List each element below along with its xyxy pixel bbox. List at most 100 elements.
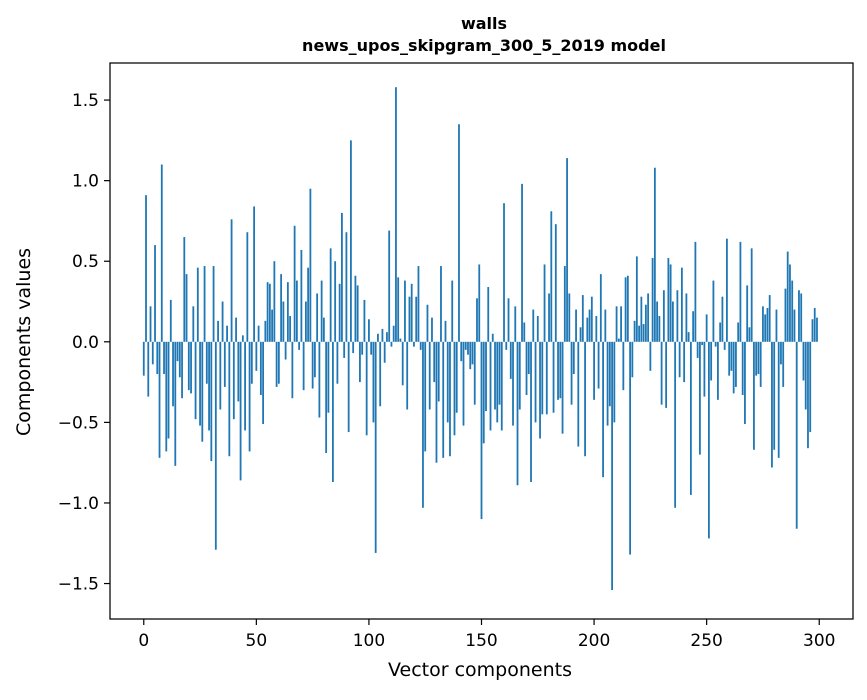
bar bbox=[735, 341, 737, 387]
bar bbox=[658, 316, 661, 342]
bar bbox=[642, 324, 645, 342]
bar bbox=[771, 341, 773, 468]
bar bbox=[257, 325, 260, 342]
bar bbox=[793, 309, 796, 342]
bar bbox=[620, 306, 622, 342]
bar bbox=[694, 241, 697, 342]
bar bbox=[534, 341, 537, 423]
bar bbox=[359, 341, 361, 383]
bar bbox=[241, 335, 244, 342]
bar bbox=[491, 333, 494, 342]
bar bbox=[352, 341, 355, 354]
bar bbox=[575, 309, 577, 342]
bar bbox=[178, 341, 181, 378]
bar bbox=[782, 341, 785, 387]
bar bbox=[471, 341, 474, 365]
bar bbox=[595, 316, 598, 342]
bar bbox=[142, 341, 145, 376]
bar bbox=[487, 287, 490, 342]
bar bbox=[795, 341, 798, 529]
bar bbox=[768, 295, 771, 342]
bar bbox=[203, 266, 206, 342]
bar bbox=[744, 341, 746, 424]
bar bbox=[214, 341, 217, 550]
bar bbox=[557, 341, 559, 400]
bar bbox=[561, 341, 564, 434]
bar bbox=[413, 341, 415, 347]
bar bbox=[689, 341, 692, 495]
bar bbox=[624, 277, 627, 342]
bar bbox=[440, 266, 442, 342]
bar bbox=[757, 341, 760, 375]
bar bbox=[478, 264, 481, 342]
bar bbox=[235, 317, 237, 342]
bar bbox=[530, 341, 532, 483]
bar bbox=[568, 293, 571, 342]
bar bbox=[732, 341, 735, 394]
bar bbox=[708, 341, 710, 539]
bar bbox=[167, 341, 170, 439]
bar bbox=[444, 320, 447, 342]
bar bbox=[622, 341, 625, 391]
x-tick-label: 200 bbox=[578, 631, 610, 651]
bar bbox=[550, 211, 553, 342]
bar bbox=[268, 283, 271, 342]
bar bbox=[523, 322, 526, 342]
bar bbox=[419, 341, 422, 350]
bar bbox=[699, 341, 701, 455]
bar bbox=[773, 341, 776, 450]
bar bbox=[662, 290, 665, 342]
bar bbox=[687, 332, 690, 342]
bar bbox=[514, 306, 517, 342]
bar bbox=[611, 341, 613, 590]
bar bbox=[347, 341, 350, 433]
bar bbox=[453, 341, 456, 436]
bar bbox=[208, 341, 210, 431]
bar bbox=[804, 341, 807, 410]
bar bbox=[685, 293, 688, 342]
bar bbox=[676, 290, 679, 342]
bar bbox=[629, 341, 631, 555]
bar bbox=[187, 341, 190, 391]
bar bbox=[386, 332, 388, 342]
bar bbox=[284, 341, 287, 360]
bar bbox=[798, 290, 800, 342]
bar bbox=[480, 341, 483, 520]
y-tick-label: −1.5 bbox=[58, 575, 99, 595]
bar bbox=[223, 341, 226, 387]
bar bbox=[165, 341, 168, 452]
bar bbox=[566, 158, 568, 342]
bar bbox=[217, 320, 219, 342]
bar bbox=[494, 341, 496, 410]
bar bbox=[543, 264, 546, 342]
bar bbox=[334, 261, 337, 342]
bar bbox=[181, 341, 183, 399]
bar bbox=[262, 341, 264, 424]
bar bbox=[703, 341, 706, 397]
bar bbox=[286, 282, 289, 342]
bar bbox=[246, 232, 249, 342]
bar bbox=[250, 341, 253, 384]
x-tick-label: 100 bbox=[353, 631, 385, 651]
bar bbox=[356, 285, 359, 342]
bar bbox=[277, 341, 280, 384]
bar bbox=[320, 280, 323, 342]
bar bbox=[816, 317, 818, 342]
bar bbox=[363, 299, 366, 342]
bar bbox=[802, 341, 805, 381]
bar bbox=[588, 309, 591, 342]
bar bbox=[313, 341, 316, 378]
y-tick-label: 0.0 bbox=[72, 333, 99, 353]
bar bbox=[665, 341, 668, 408]
bar bbox=[399, 338, 402, 342]
bar bbox=[298, 341, 301, 350]
bar bbox=[786, 251, 789, 342]
y-tick-label: 1.5 bbox=[72, 91, 99, 111]
bar bbox=[205, 341, 208, 384]
bar bbox=[563, 266, 566, 342]
bar bbox=[451, 280, 454, 342]
bar bbox=[584, 341, 586, 457]
bar bbox=[304, 301, 307, 342]
bar bbox=[545, 341, 548, 415]
bar bbox=[406, 341, 409, 410]
